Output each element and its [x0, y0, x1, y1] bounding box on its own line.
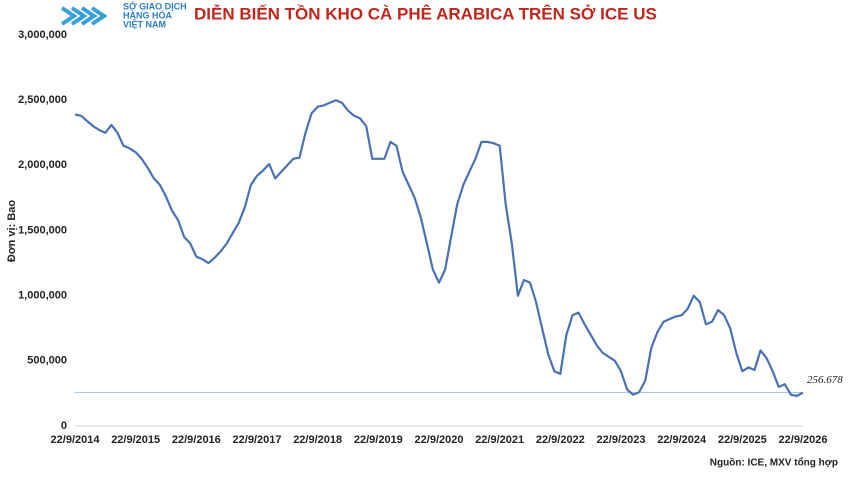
x-tick-label: 22/9/2016 [172, 434, 221, 446]
y-axis-label: Đơn vị: Bao [6, 200, 18, 262]
x-tick-label: 22/9/2022 [536, 434, 585, 446]
y-tick-label: 500,000 [27, 355, 67, 367]
logo-text: SỞ GIAO DỊCH [123, 0, 187, 11]
line-series [74, 99, 804, 398]
source: Nguồn: ICE, MXV tổng hợp [710, 457, 838, 469]
x-tick-label: 22/9/2021 [475, 434, 524, 446]
y-tick-label: 1,000,000 [18, 290, 67, 302]
logo-text: VIỆT NAM [123, 18, 166, 29]
logo: SỞ GIAO DỊCH HÀNG HÓA VIỆT NAM [60, 0, 187, 29]
y-tick-label: 2,000,000 [18, 159, 67, 171]
x-tick-label: 22/9/2014 [51, 434, 101, 446]
logo-icon [60, 6, 108, 26]
x-tick-label: 22/9/2017 [233, 434, 282, 446]
y-tick-label: 1,500,000 [18, 224, 67, 236]
x-tick-label: 22/9/2023 [597, 434, 646, 446]
chart-title: DIỄN BIẾN TỒN KHO CÀ PHÊ ARABICA TRÊN SỞ… [194, 4, 657, 23]
y-tick-label: 3,000,000 [18, 29, 67, 41]
x-tick-label: 22/9/2024 [657, 434, 707, 446]
x-tick-label: 22/9/2026 [779, 434, 828, 446]
data-label: 256.678 [807, 374, 843, 386]
y-tick-label: 2,500,000 [18, 94, 67, 106]
x-tick-label: 22/9/2019 [354, 434, 403, 446]
logo-text: HÀNG HÓA [123, 9, 172, 20]
x-tick-label: 22/9/2018 [293, 434, 342, 446]
y-tick-label: 0 [61, 420, 67, 432]
x-tick-label: 22/9/2020 [415, 434, 464, 446]
x-tick-label: 22/9/2015 [111, 434, 160, 446]
x-tick-label: 22/9/2025 [718, 434, 767, 446]
